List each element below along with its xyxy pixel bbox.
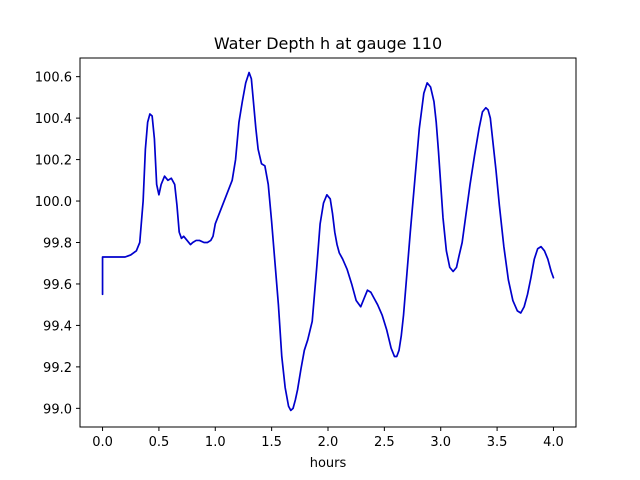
x-tick-label: 2.5 [374,435,395,450]
y-tick-label: 100.6 [35,71,72,86]
plot-area: 0.0 0.5 1.0 1.5 2.0 2.5 3.0 3.5 4.0 99.0 99.2 99.4… [35,57,577,450]
x-tick-label: 1.5 [261,435,282,450]
x-axis-label: hours [310,456,347,471]
x-axis: 0.0 0.5 1.0 1.5 2.0 2.5 3.0 3.5 4.0 [92,427,564,450]
y-tick-label: 99.4 [43,319,72,334]
x-tick-label: 4.0 [543,435,564,450]
y-tick-label: 100.0 [35,195,72,210]
x-tick-label: 3.5 [487,435,508,450]
y-axis: 99.0 99.2 99.4 99.6 99.8 100.0 100.2 100.4 100.6 [35,71,80,417]
y-tick-label: 100.2 [35,154,72,169]
y-tick-label: 99.6 [43,278,72,293]
x-tick-label: 0.0 [92,435,113,450]
y-tick-label: 100.4 [35,112,72,127]
chart-title: Water Depth h at gauge 110 [214,34,442,53]
x-tick-label: 1.0 [205,435,226,450]
x-tick-label: 0.5 [149,435,170,450]
x-tick-label: 3.0 [430,435,451,450]
x-tick-label: 2.0 [318,435,339,450]
series-line [101,71,555,412]
y-tick-label: 99.2 [43,361,72,376]
y-tick-label: 99.0 [43,402,72,417]
y-tick-label: 99.8 [43,237,72,252]
